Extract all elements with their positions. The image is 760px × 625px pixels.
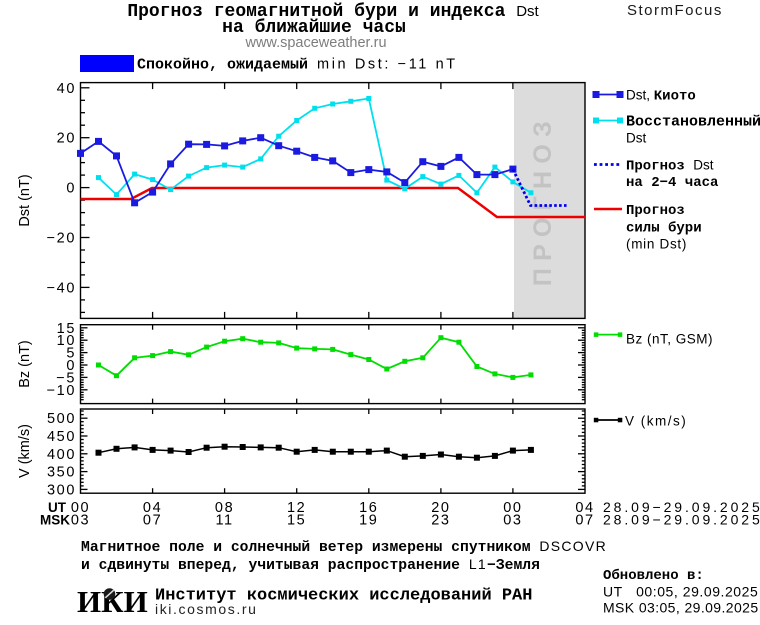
svg-text:28.09−29.09.2025: 28.09−29.09.2025: [603, 499, 760, 515]
svg-text:04: 04: [575, 500, 594, 516]
svg-text:MSK: MSK: [40, 513, 70, 528]
svg-text:Dst: Dst: [626, 131, 646, 146]
svg-text:40: 40: [57, 81, 76, 97]
svg-text:08: 08: [215, 500, 234, 516]
svg-text:03: 03: [503, 513, 522, 529]
svg-text:MSK 03:05, 29.09.2025: MSK 03:05, 29.09.2025: [603, 600, 759, 616]
svg-text:V (km/s): V (km/s): [17, 424, 33, 478]
svg-text:500: 500: [47, 411, 76, 427]
svg-text:15: 15: [57, 321, 76, 337]
svg-text:28.09−29.09.2025: 28.09−29.09.2025: [603, 512, 760, 528]
svg-text:07: 07: [575, 513, 594, 529]
svg-text:400: 400: [47, 447, 76, 463]
svg-text:07: 07: [143, 513, 162, 529]
svg-text:15: 15: [287, 513, 306, 529]
svg-text:Bz (nT): Bz (nT): [17, 340, 33, 388]
svg-text:Dst (nT): Dst (nT): [17, 174, 33, 226]
svg-text:на ближайшие часы: на ближайшие часы: [222, 17, 406, 38]
svg-text:00: 00: [71, 500, 90, 516]
svg-text:Прогноз Dst: Прогноз Dst: [626, 158, 714, 175]
svg-text:(min Dst): (min Dst): [626, 237, 687, 252]
svg-text:www.spaceweather.ru: www.spaceweather.ru: [244, 35, 386, 51]
svg-text:StormFocus: StormFocus: [627, 2, 723, 19]
svg-text:11: 11: [215, 513, 233, 529]
svg-text:Обновлено в:: Обновлено в:: [603, 568, 704, 584]
svg-text:Институт космических исследова: Институт космических исследований РАН: [155, 587, 532, 606]
svg-text:12: 12: [287, 500, 306, 516]
svg-text:03: 03: [71, 513, 90, 529]
svg-text:19: 19: [359, 513, 378, 529]
svg-text:и сдвинуты вперед, учитывая ра: и сдвинуты вперед, учитывая распростране…: [81, 556, 540, 574]
svg-text:20: 20: [431, 500, 450, 516]
svg-text:iki.cosmos.ru: iki.cosmos.ru: [155, 601, 257, 617]
svg-text:16: 16: [359, 500, 378, 516]
svg-text:Магнитное поле и солнечный вет: Магнитное поле и солнечный ветер измерен…: [81, 538, 607, 556]
svg-text:Bz (nT, GSM): Bz (nT, GSM): [626, 332, 713, 347]
svg-text:V (km/s): V (km/s): [625, 414, 687, 429]
svg-text:0: 0: [66, 181, 76, 197]
svg-text:300: 300: [47, 482, 76, 498]
svg-text:на 2−4 часа: на 2−4 часа: [626, 175, 719, 191]
svg-text:23: 23: [431, 513, 450, 529]
svg-text:450: 450: [47, 429, 76, 445]
svg-text:20: 20: [57, 131, 76, 147]
svg-text:04: 04: [143, 500, 162, 516]
svg-text:−5: −5: [56, 370, 76, 386]
svg-text:UT: UT: [48, 500, 67, 515]
svg-text:Прогноз геомагнитной бури и ин: Прогноз геомагнитной бури и индекса Dst: [127, 1, 539, 22]
svg-text:10: 10: [57, 333, 76, 349]
svg-text:Восстановленный: Восстановленный: [626, 114, 760, 131]
svg-text:0: 0: [66, 358, 76, 374]
svg-text:00: 00: [503, 500, 522, 516]
svg-text:5: 5: [66, 346, 76, 362]
svg-text:Dst, Киото: Dst, Киото: [626, 88, 696, 105]
svg-text:−20: −20: [47, 231, 76, 247]
svg-text:UT 00:05, 29.09.2025: UT 00:05, 29.09.2025: [603, 584, 758, 600]
svg-text:Спокойно, ожидаемый min Dst: −: Спокойно, ожидаемый min Dst: −11 nT: [137, 57, 458, 74]
svg-text:−40: −40: [47, 280, 76, 296]
svg-text:350: 350: [47, 465, 76, 481]
svg-text:силы бури: силы бури: [626, 221, 702, 237]
svg-text:Прогноз: Прогноз: [626, 203, 685, 219]
svg-text:−10: −10: [47, 383, 76, 399]
svg-text:ПРОГНОЗ: ПРОГНОЗ: [529, 114, 557, 286]
